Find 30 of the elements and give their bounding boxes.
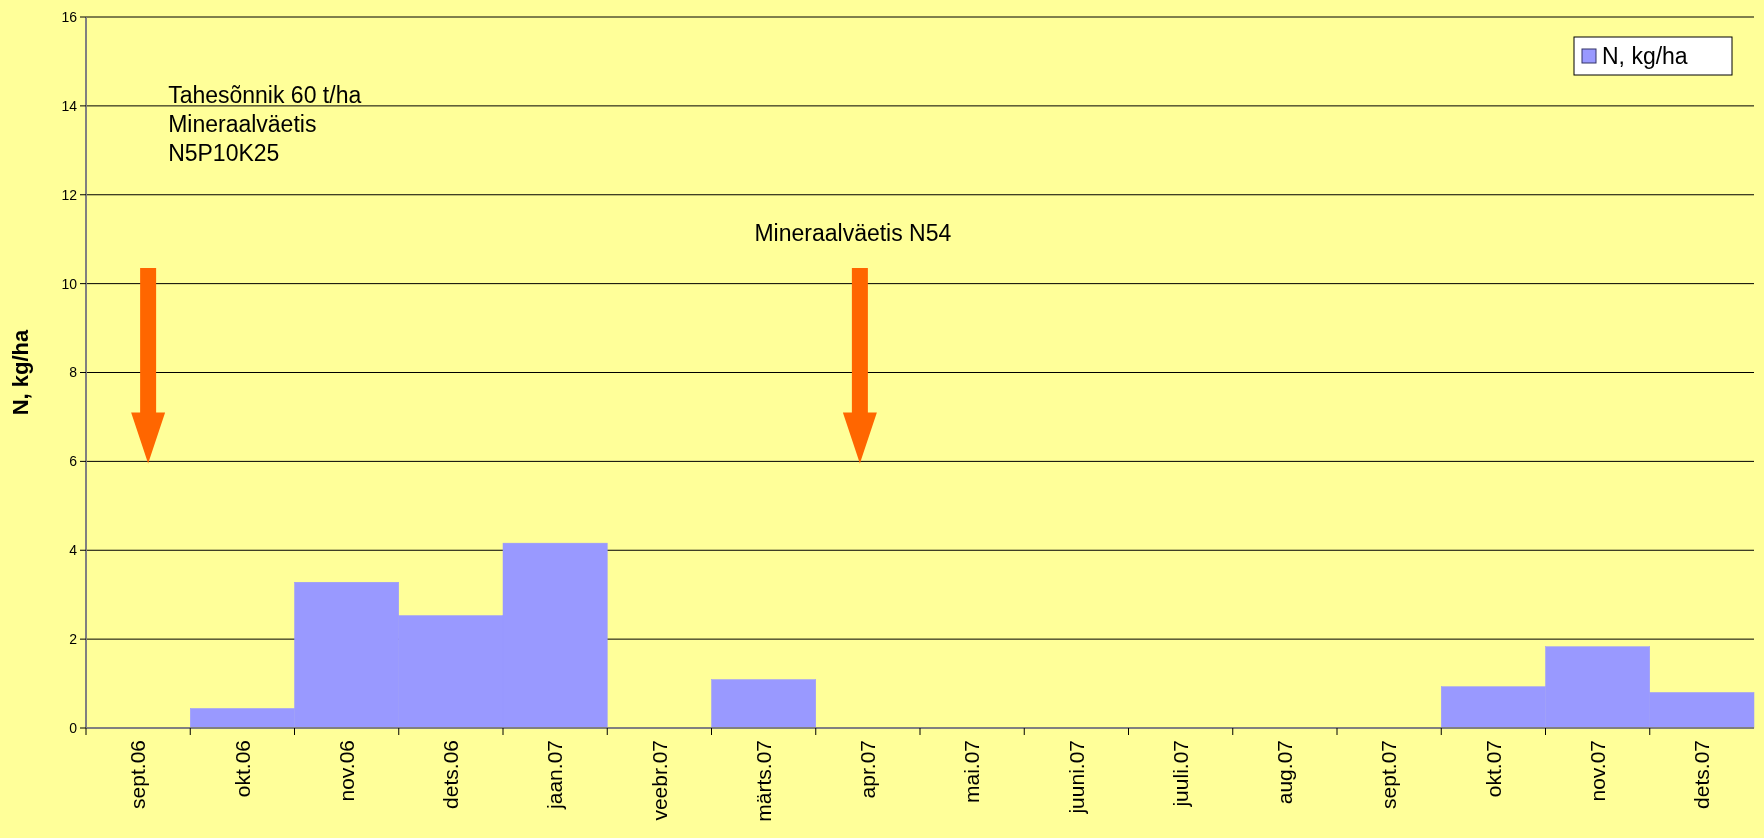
y-tick-label: 14 <box>61 97 78 114</box>
x-tick-label: apr.07 <box>856 740 880 799</box>
x-tick-label: okt.06 <box>230 740 254 798</box>
x-tick-label: nov.06 <box>334 740 358 802</box>
y-tick-label: 0 <box>69 719 78 736</box>
x-tick-label: sept.07 <box>1377 740 1401 809</box>
y-tick-label: 10 <box>61 275 78 292</box>
x-tick-label: okt.07 <box>1481 740 1505 798</box>
x-tick-label: juuni.07 <box>1064 740 1088 815</box>
x-tick-label: aug.07 <box>1273 740 1297 805</box>
x-tick-label: nov.07 <box>1585 740 1609 802</box>
x-tick-label: märts.07 <box>751 740 775 822</box>
y-tick-label: 4 <box>69 542 78 559</box>
y-axis-title: N, kg/ha <box>8 328 33 416</box>
x-tick-label: dets.07 <box>1690 740 1714 809</box>
y-tick-label: 12 <box>61 186 78 203</box>
annotation: Tahesõnnik 60 t/ha Mineraalväetis N5P10K25 <box>168 82 362 167</box>
x-tick-label: dets.06 <box>439 740 463 809</box>
y-tick-label: 6 <box>69 453 78 470</box>
x-tick-label: jaan.07 <box>543 740 567 810</box>
y-tick-label: 2 <box>69 631 78 648</box>
y-tick-label: 16 <box>61 8 78 25</box>
annotation: Mineraalväetis N54 <box>754 220 952 247</box>
x-tick-label: veebr.07 <box>647 740 671 821</box>
x-tick-label: juuli.07 <box>1168 740 1192 808</box>
x-tick-label: mai.07 <box>960 740 984 804</box>
x-tick-label: sept.06 <box>126 740 150 809</box>
legend-label: N, kg/ha <box>1602 43 1688 70</box>
y-tick-label: 8 <box>69 364 78 381</box>
bar <box>711 679 816 729</box>
